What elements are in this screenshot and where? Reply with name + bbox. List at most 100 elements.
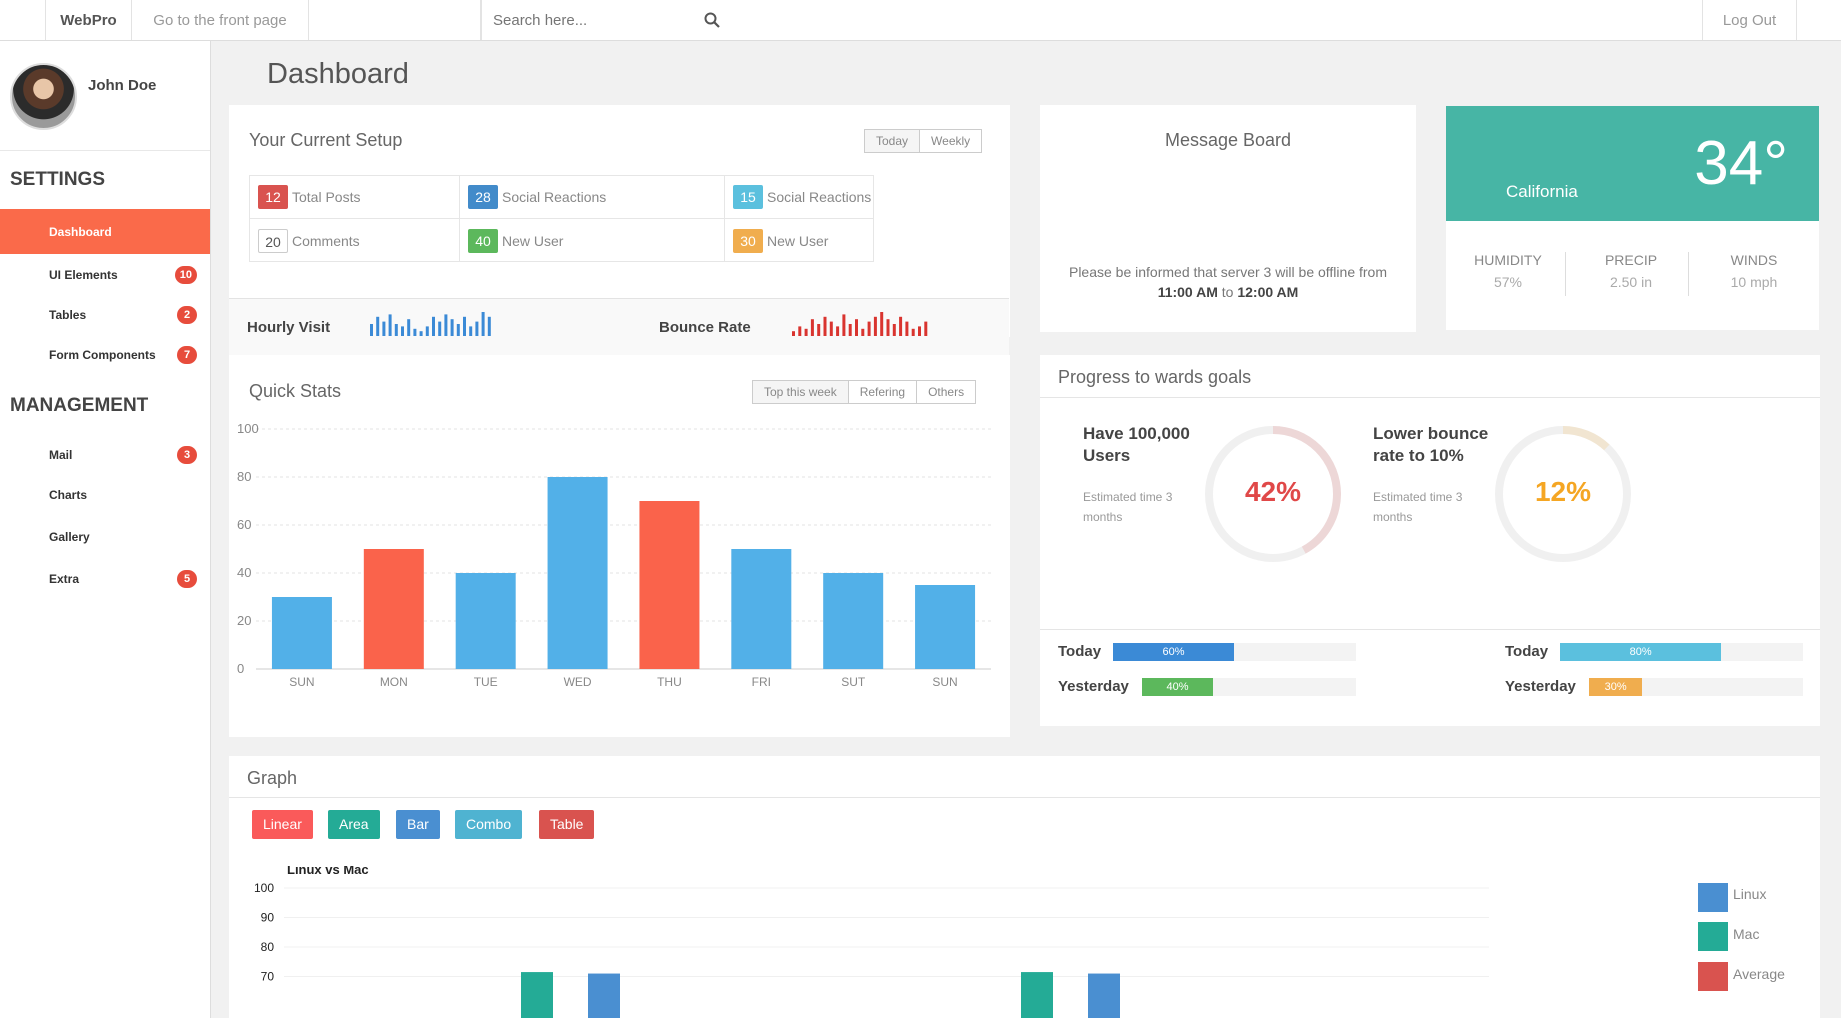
count-badge: 5: [177, 570, 197, 588]
stat-new-user: 30 New User: [725, 219, 873, 262]
notification-badge-red[interactable]: 33: [338, 4, 351, 16]
sparkline-bar: [475, 321, 479, 336]
sparkline-bar: [413, 328, 417, 336]
quick-stats-chart: 0 20 40 60 80 100 SUN MON TUE WED THU FRI SUT SUN: [237, 421, 991, 689]
stat-new-user: 40 New User: [460, 219, 725, 262]
bar-sun[interactable]: [915, 585, 976, 669]
city-name: California: [1506, 182, 1578, 201]
y-tick-label: 100: [237, 421, 259, 436]
sparkline-bar: [823, 316, 827, 336]
graph-bar-button[interactable]: Bar: [396, 810, 440, 839]
mini-charts-row: Hourly Visit Bounce Rate: [229, 298, 1009, 356]
progress-label-yesterday: Yesterday: [1505, 678, 1576, 695]
page-title: Dashboard: [267, 58, 409, 90]
goal-title: Have 100,000 Users: [1083, 424, 1190, 465]
count-badge: 3: [177, 446, 197, 464]
weather-stat-value: 57%: [1493, 274, 1523, 290]
time-sep: to: [1217, 284, 1238, 300]
panel-title: Your Current Setup: [249, 130, 403, 150]
sparkline-bar: [425, 326, 429, 336]
stat-label: New User: [502, 232, 564, 249]
series-bar[interactable]: [588, 973, 620, 1018]
series-bar[interactable]: [1088, 973, 1120, 1018]
divider: [229, 797, 1820, 798]
sidebar-item-charts[interactable]: Charts: [0, 475, 210, 515]
brand-logo[interactable]: WebPro: [45, 0, 131, 40]
sidebar-item-extra[interactable]: Extra 5: [0, 559, 210, 599]
series-bar[interactable]: [1021, 972, 1053, 1018]
tab-top-this-week[interactable]: Top this week: [753, 381, 849, 403]
sparkline-bar: [798, 326, 802, 336]
sidebar-item-label: Gallery: [49, 530, 90, 544]
graph-area-button[interactable]: Area: [328, 810, 380, 839]
progress-bar-track: 80%: [1560, 643, 1803, 661]
legend-swatch-linux: [1698, 883, 1728, 912]
sidebar-item-gallery[interactable]: Gallery: [0, 517, 210, 557]
bar-mon[interactable]: [363, 549, 424, 669]
top-bar: WebPro Go to the front page 33 7 +5 Log …: [0, 0, 1841, 41]
bar-wed[interactable]: [547, 477, 608, 669]
series-bar[interactable]: [521, 972, 553, 1018]
y-tick-label: 70: [261, 970, 275, 984]
sidebar-item-mail[interactable]: Mail 3: [0, 435, 210, 475]
front-page-link[interactable]: Go to the front page: [131, 0, 308, 40]
setup-stats-grid: 12 Total Posts 28 Social Reactions 15 So…: [249, 175, 874, 262]
sparkline-bar: [407, 319, 411, 336]
sparkline-bar: [899, 316, 903, 336]
hourly-visit-label: Hourly Visit: [247, 319, 331, 336]
panel-title: Progress to wards goals: [1058, 367, 1252, 387]
stat-label: Social Reactions: [502, 189, 607, 205]
user-name[interactable]: John Doe: [88, 77, 157, 94]
time-from: 11:00 AM: [1157, 284, 1218, 300]
weather-stat-label: WINDS: [1730, 252, 1778, 268]
sparkline-bar: [905, 321, 909, 336]
search-input[interactable]: [482, 11, 682, 29]
sidebar-item-form-components[interactable]: Form Components 7: [0, 335, 210, 375]
stat-social-reactions: 28 Social Reactions: [460, 176, 725, 219]
x-tick-label: SUN: [289, 675, 314, 689]
sparkline-bar: [438, 321, 442, 336]
tab-weekly[interactable]: Weekly: [931, 134, 971, 148]
tab-others[interactable]: Others: [928, 385, 965, 399]
ring-track: [1495, 426, 1631, 562]
divider: [1565, 252, 1566, 296]
count-badge: 7: [177, 346, 197, 364]
search-icon[interactable]: [704, 12, 720, 28]
bar-fri[interactable]: [731, 549, 792, 669]
y-tick-label: 60: [237, 517, 251, 532]
sparkline-bar: [924, 321, 928, 336]
sidebar-item-dashboard[interactable]: Dashboard: [0, 209, 210, 254]
notification-badge-blue[interactable]: +5: [454, 4, 467, 16]
panel-title: Graph: [247, 768, 298, 788]
bar-sut[interactable]: [823, 573, 884, 669]
bar-thu[interactable]: [639, 501, 700, 669]
tab-today[interactable]: Today: [865, 130, 921, 152]
sidebar-item-label: Mail: [49, 448, 73, 462]
sparkline-bar: [370, 324, 373, 336]
sparkline-bar: [810, 319, 814, 336]
bar-sun[interactable]: [271, 597, 332, 669]
x-tick-label: FRI: [752, 675, 771, 689]
tab-refering[interactable]: Refering: [849, 381, 918, 403]
bar-tue[interactable]: [455, 573, 516, 669]
logout-link[interactable]: Log Out: [1702, 0, 1797, 40]
sidebar-item-label: Tables: [49, 308, 87, 322]
sparkline-bar: [911, 328, 915, 336]
x-tick-label: SUN: [932, 675, 957, 689]
sidebar: John Doe SETTINGS Dashboard UI Elements …: [0, 41, 211, 1018]
notification-badge-green[interactable]: 7: [396, 4, 404, 16]
sidebar-item-tables[interactable]: Tables 2: [0, 295, 210, 335]
legend-swatch-average: [1698, 962, 1728, 991]
sidebar-item-ui-elements[interactable]: UI Elements 10: [0, 255, 210, 295]
graph-table-button[interactable]: Table: [539, 810, 595, 839]
goal-percent: 12%: [1534, 476, 1592, 507]
stat-number: 15: [733, 185, 763, 209]
user-profile: John Doe: [0, 41, 210, 151]
sparkline-bar: [469, 326, 473, 336]
weather-panel: 34° California HUMIDITY 57% PRECIP 2.50 …: [1446, 106, 1819, 330]
graph-linear-button[interactable]: Linear: [252, 810, 313, 839]
avatar[interactable]: [10, 63, 77, 130]
legend-label: Linux: [1733, 886, 1767, 902]
graph-combo-button[interactable]: Combo: [455, 810, 523, 839]
stat-total-posts: 12 Total Posts: [250, 176, 460, 219]
